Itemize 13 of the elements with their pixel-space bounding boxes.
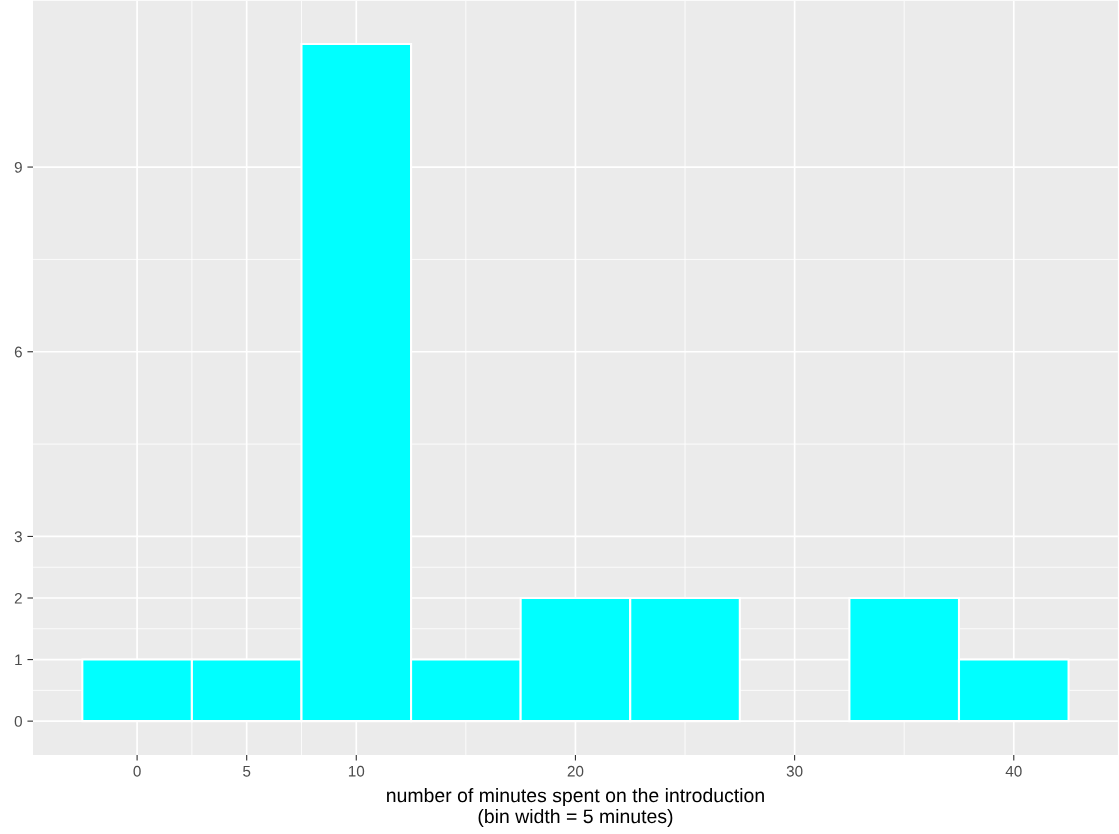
y-tick-label: 1 bbox=[15, 654, 22, 666]
x-axis-title: number of minutes spent on the introduction (bin width = 5 minutes) bbox=[387, 787, 764, 828]
x-tick-label: 10 bbox=[348, 765, 365, 777]
x-tick-label: 5 bbox=[243, 765, 251, 777]
x-tick-label: 0 bbox=[133, 765, 141, 777]
y-tick-label: 0 bbox=[14, 716, 22, 727]
x-tick-label: 40 bbox=[1005, 765, 1022, 777]
x-tick-label: 30 bbox=[786, 765, 803, 777]
y-tick-label: 3 bbox=[14, 531, 22, 543]
y-tick-label: 6 bbox=[14, 346, 22, 358]
y-tick-label: 9 bbox=[14, 161, 22, 173]
x-tick-label: 20 bbox=[567, 765, 584, 777]
y-tick-label: 2 bbox=[14, 592, 22, 604]
